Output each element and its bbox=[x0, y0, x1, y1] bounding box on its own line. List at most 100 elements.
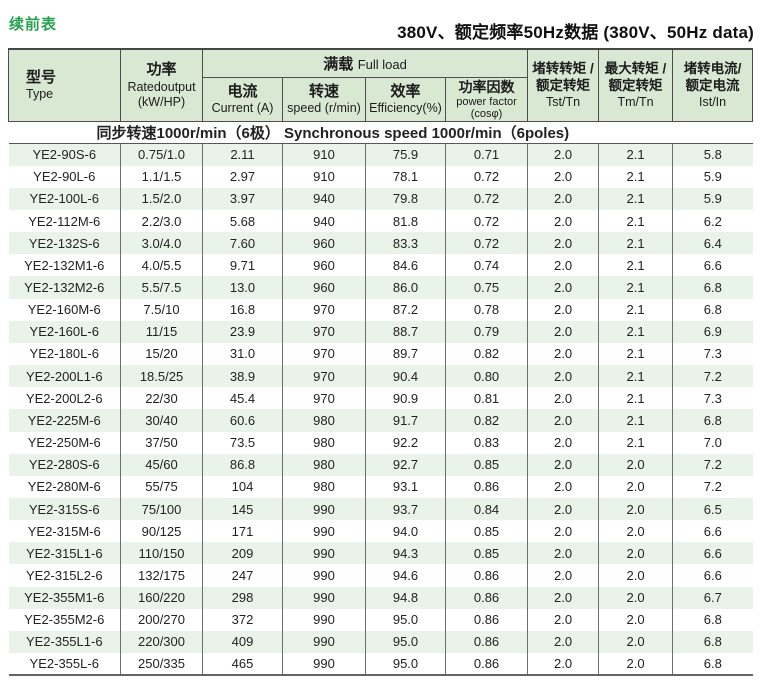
current-cell: 38.9 bbox=[202, 365, 283, 388]
efficiency-cell: 95.0 bbox=[365, 653, 446, 677]
speed-cell: 960 bbox=[282, 276, 366, 299]
model-cell: YE2-200L2-6 bbox=[8, 387, 121, 410]
ist-in-cell: 6.7 bbox=[672, 586, 753, 609]
column-header-type: 型号 Type bbox=[8, 47, 121, 122]
tst-tn-cell: 2.0 bbox=[527, 564, 600, 587]
power-factor-cell: 0.83 bbox=[444, 431, 529, 454]
current-cell: 73.5 bbox=[202, 431, 283, 454]
speed-cell: 980 bbox=[282, 475, 366, 498]
tst-tn-cell: 2.0 bbox=[527, 276, 600, 299]
ist-in-cell: 6.8 bbox=[672, 298, 753, 321]
tst-tn-cell: 2.0 bbox=[527, 232, 600, 255]
tst-tn-cell: 2.0 bbox=[527, 542, 600, 565]
current-cell: 9.71 bbox=[202, 254, 283, 277]
current-cell: 104 bbox=[202, 475, 283, 498]
speed-cell: 960 bbox=[282, 232, 366, 255]
tst-tn-cell: 2.0 bbox=[527, 387, 600, 410]
power-factor-label-zh: 功率因数 bbox=[458, 78, 515, 95]
tst-tn-cell: 2.0 bbox=[527, 254, 600, 277]
tm-tn-cell: 2.0 bbox=[598, 475, 674, 498]
rated-output-cell: 160/220 bbox=[120, 586, 203, 609]
tst-tn-cell: 2.0 bbox=[527, 342, 600, 366]
tm-tn-cell: 2.0 bbox=[598, 453, 674, 476]
tst-tn-cell: 2.0 bbox=[527, 608, 600, 631]
ist-in-cell: 6.8 bbox=[672, 653, 753, 677]
speed-cell: 990 bbox=[282, 586, 366, 609]
efficiency-cell: 86.0 bbox=[365, 276, 446, 299]
rated-output-cell: 2.2/3.0 bbox=[120, 209, 203, 233]
speed-cell: 970 bbox=[282, 365, 366, 388]
rated-output-cell: 30/40 bbox=[120, 409, 203, 432]
table-row: YE2-90L-6 1.1/1.5 2.97 910 78.1 0.72 2.0 2.1 5.9 bbox=[8, 165, 753, 188]
ist-in-cell: 6.8 bbox=[672, 276, 753, 299]
model-cell: YE2-90S-6 bbox=[8, 143, 121, 166]
table-row: YE2-200L2-6 22/30 45.4 970 90.9 0.81 2.0 2.1 7.3 bbox=[8, 387, 753, 410]
tst-tn-cell: 2.0 bbox=[527, 453, 600, 476]
continued-table-label: 续前表 bbox=[9, 16, 58, 33]
table-row: YE2-100L-6 1.5/2.0 3.97 940 79.8 0.72 2.0 2.1 5.… bbox=[8, 187, 753, 210]
power-factor-cell: 0.85 bbox=[444, 453, 529, 476]
tst-label-zh2: 额定转矩 bbox=[536, 77, 591, 93]
rated-output-cell: 132/175 bbox=[120, 564, 203, 587]
model-cell: YE2-315M-6 bbox=[8, 520, 121, 543]
efficiency-cell: 90.4 bbox=[365, 365, 446, 388]
table-row: YE2-112M-6 2.2/3.0 5.68 940 81.8 0.72 2.0 2.1 6.… bbox=[8, 209, 753, 233]
rated-output-cell: 90/125 bbox=[120, 520, 203, 543]
current-cell: 2.11 bbox=[202, 143, 283, 166]
model-cell: YE2-132M2-6 bbox=[8, 276, 121, 299]
speed-cell: 980 bbox=[282, 431, 366, 454]
rated-output-cell: 11/15 bbox=[120, 320, 203, 343]
current-cell: 465 bbox=[202, 653, 283, 677]
ist-in-cell: 7.0 bbox=[672, 431, 753, 454]
power-factor-cell: 0.86 bbox=[444, 608, 529, 631]
column-header-tst-tn: 堵转转矩 / 额定转矩 Tst/Tn bbox=[527, 47, 600, 122]
ist-in-cell: 6.5 bbox=[672, 497, 753, 521]
efficiency-cell: 91.7 bbox=[365, 409, 446, 432]
table-header: 型号 Type 功率 Ratedoutput (kW/HP) 满载 Full l… bbox=[8, 47, 754, 122]
tm-tn-cell: 2.1 bbox=[598, 187, 674, 210]
current-cell: 7.60 bbox=[202, 232, 283, 255]
table-row: YE2-355L1-6 220/300 409 990 95.0 0.86 2.0 2.0 6.… bbox=[8, 630, 753, 654]
power-factor-label-en: power factor bbox=[456, 95, 517, 108]
tst-tn-cell: 2.0 bbox=[527, 653, 600, 677]
speed-label-zh: 转速 bbox=[308, 82, 339, 100]
efficiency-cell: 92.2 bbox=[365, 431, 446, 454]
power-factor-label-unit: (cosφ) bbox=[470, 108, 503, 121]
efficiency-cell: 94.8 bbox=[365, 586, 446, 609]
tm-tn-cell: 2.1 bbox=[598, 143, 674, 166]
model-cell: YE2-132S-6 bbox=[8, 232, 121, 255]
current-cell: 31.0 bbox=[202, 342, 283, 366]
speed-cell: 980 bbox=[282, 453, 366, 476]
current-cell: 247 bbox=[202, 564, 283, 587]
efficiency-cell: 93.1 bbox=[365, 475, 446, 498]
current-cell: 209 bbox=[202, 542, 283, 565]
model-cell: YE2-280S-6 bbox=[8, 453, 121, 476]
model-cell: YE2-315L2-6 bbox=[8, 564, 121, 587]
ist-in-cell: 7.3 bbox=[672, 387, 753, 410]
tm-label-zh2: 额定转矩 bbox=[608, 77, 663, 93]
table-row: YE2-315L1-6 110/150 209 990 94.3 0.85 2.0 2.0 6.… bbox=[8, 542, 753, 565]
model-cell: YE2-200L1-6 bbox=[8, 365, 121, 388]
full-load-label-zh: 满载 bbox=[323, 55, 354, 73]
tm-tn-cell: 2.1 bbox=[598, 409, 674, 432]
speed-cell: 940 bbox=[282, 187, 366, 210]
ist-in-cell: 6.2 bbox=[672, 209, 753, 233]
rated-output-cell: 55/75 bbox=[120, 475, 203, 498]
power-factor-cell: 0.86 bbox=[444, 564, 529, 587]
tst-tn-cell: 2.0 bbox=[527, 209, 600, 233]
efficiency-cell: 87.2 bbox=[365, 298, 446, 321]
rated-output-cell: 250/335 bbox=[120, 653, 203, 677]
table-row: YE2-132S-6 3.0/4.0 7.60 960 83.3 0.72 2.0 2.1 6.… bbox=[8, 232, 753, 255]
power-factor-cell: 0.86 bbox=[444, 653, 529, 677]
rated-output-cell: 1.1/1.5 bbox=[120, 165, 203, 188]
speed-cell: 990 bbox=[282, 497, 366, 521]
power-factor-cell: 0.85 bbox=[444, 542, 529, 565]
power-factor-cell: 0.85 bbox=[444, 520, 529, 543]
power-factor-cell: 0.72 bbox=[444, 165, 529, 188]
current-cell: 3.97 bbox=[202, 187, 283, 210]
ist-in-cell: 6.8 bbox=[672, 630, 753, 654]
rated-output-cell: 4.0/5.5 bbox=[120, 254, 203, 277]
speed-cell: 990 bbox=[282, 542, 366, 565]
ist-in-cell: 5.9 bbox=[672, 165, 753, 188]
efficiency-cell: 75.9 bbox=[365, 143, 446, 166]
